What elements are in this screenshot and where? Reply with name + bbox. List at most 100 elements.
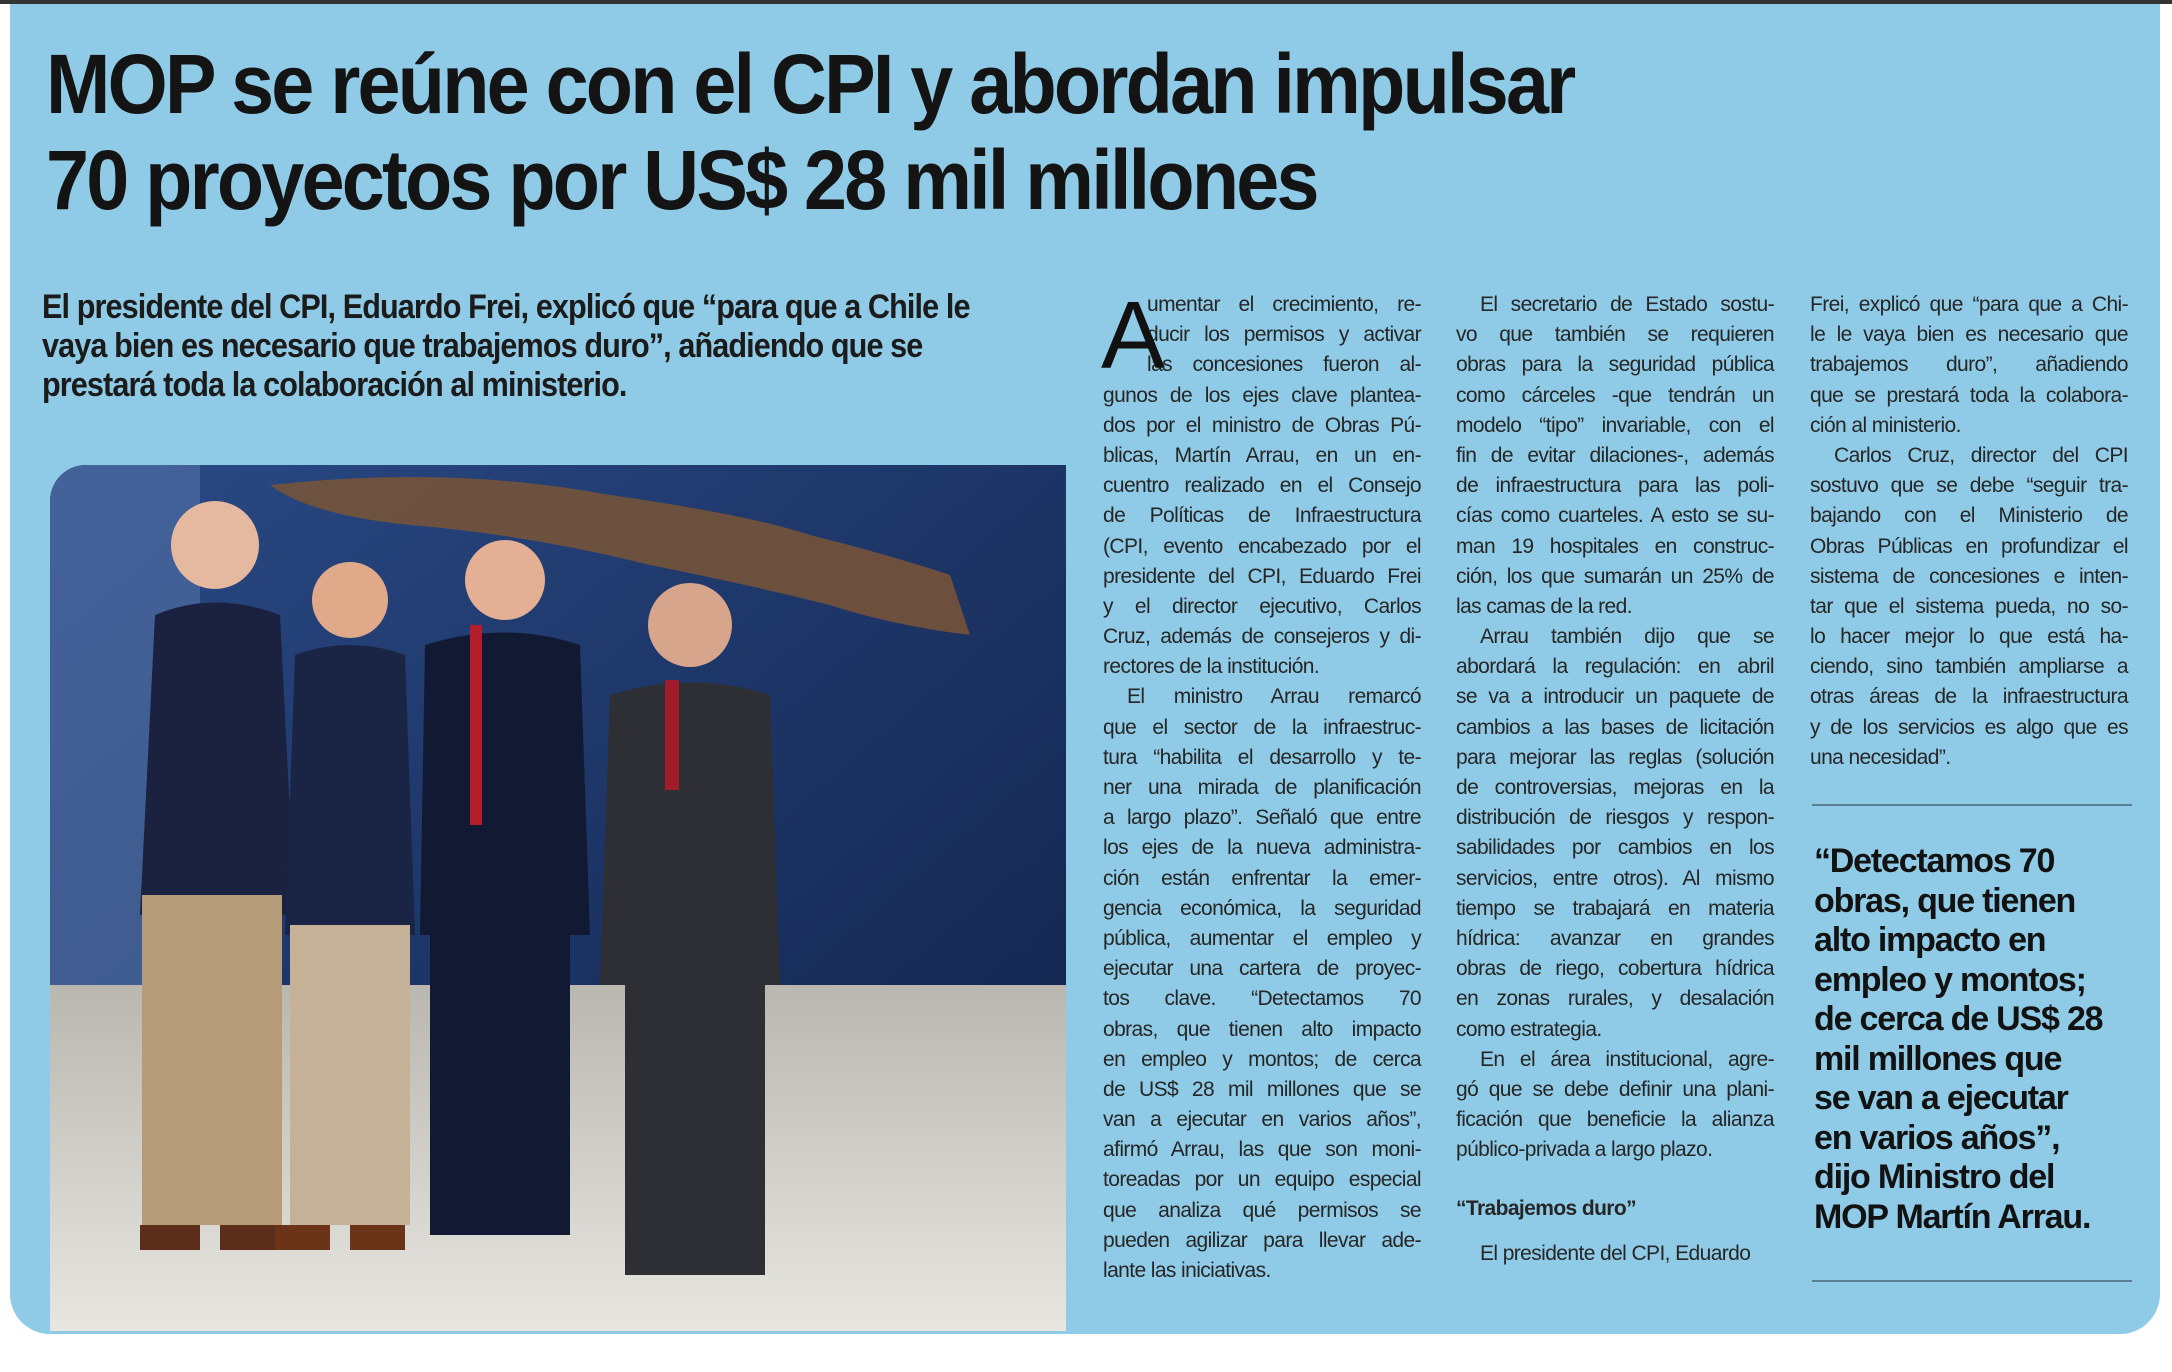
group-photo-illustration bbox=[50, 465, 1066, 1331]
text-line: hídrica: avanzar en grandes bbox=[1456, 926, 1775, 950]
text-line: y el director ejecutivo, Carlos bbox=[1103, 594, 1422, 618]
top-border bbox=[0, 0, 2172, 4]
text-line: distribución de riesgos y respon- bbox=[1456, 806, 1775, 830]
text-line: man 19 hospitales en construc- bbox=[1456, 534, 1775, 558]
text-line: como estrategia. bbox=[1456, 1017, 1602, 1041]
text-line: tura “habilita el desarrollo y te- bbox=[1103, 745, 1422, 769]
text-line: que se prestará toda la colabora- bbox=[1810, 383, 2129, 407]
text-line: de Políticas de Infraestructura bbox=[1103, 504, 1422, 528]
pull-quote-line: se van a ejecutar bbox=[1814, 1079, 2069, 1117]
pull-quote: “Detectamos 70 obras, que tienen alto im… bbox=[1814, 842, 2134, 1237]
headline: MOP se reúne con el CPI y abordan impuls… bbox=[46, 36, 1794, 228]
text-line: las concesiones fueron al- bbox=[1147, 353, 1422, 377]
text-line: obras para la seguridad pública bbox=[1456, 353, 1775, 377]
text-line: blicas, Martín Arrau, en un en- bbox=[1103, 443, 1422, 467]
text-line: que analiza qué permisos se bbox=[1103, 1198, 1422, 1222]
text-line: para mejorar las reglas (solución bbox=[1456, 745, 1775, 769]
pull-quote-line: mil millones que bbox=[1814, 1039, 2062, 1078]
text-line: sistema de concesiones e inten- bbox=[1810, 564, 2129, 588]
pull-quote-line: obras, que tienen bbox=[1814, 881, 2076, 920]
text-line: van a ejecutar en varios años”, bbox=[1103, 1108, 1422, 1132]
text-line: En el área institucional, agre- bbox=[1480, 1047, 1775, 1071]
text-line: a largo plazo”. Señaló que entre bbox=[1103, 806, 1422, 830]
text-line: y de los servicios es algo que es bbox=[1810, 715, 2129, 739]
text-line: obras de riego, cobertura hídrica bbox=[1456, 957, 1775, 981]
subheading: “Trabajemos duro” bbox=[1456, 1197, 1637, 1221]
text-line: se va a introducir un paquete de bbox=[1456, 685, 1775, 709]
person-3 bbox=[420, 540, 590, 1235]
group-photo bbox=[50, 465, 1066, 1331]
person-2 bbox=[275, 562, 415, 1250]
text-line: servicios, entre otros). Al mismo bbox=[1456, 866, 1775, 890]
text-line: le le vaya bien es necesario que bbox=[1810, 323, 2129, 347]
text-line: bajando con el Ministerio de bbox=[1810, 504, 2129, 528]
text-line: presidente del CPI, Eduardo Frei bbox=[1103, 564, 1422, 588]
text-line: El secretario de Estado sostu- bbox=[1480, 293, 1775, 316]
text-line: otras áreas de la infraestructura bbox=[1810, 685, 2129, 709]
text-line: que el sector de la infraestruc- bbox=[1103, 715, 1422, 739]
person-1 bbox=[140, 501, 295, 1250]
text-line: lante las iniciativas. bbox=[1103, 1259, 1271, 1282]
text-line: en zonas rurales, y desalación bbox=[1456, 987, 1775, 1011]
text-line: gencia económica, la seguridad bbox=[1103, 896, 1422, 920]
text-line: sostuvo que se debe “seguir tra- bbox=[1810, 474, 2129, 498]
text-line: ficación que beneficie la alianza bbox=[1456, 1108, 1775, 1132]
text-line: pueden agilizar para llevar ade- bbox=[1103, 1228, 1422, 1252]
text-line: público-privada a largo plazo. bbox=[1456, 1138, 1713, 1162]
text-line: como cárceles -que tendrán un bbox=[1456, 383, 1775, 407]
text-line: de controversias, mejoras en la bbox=[1456, 776, 1775, 799]
text-line: (CPI, evento encabezado por el bbox=[1103, 534, 1422, 558]
text-line: las camas de la red. bbox=[1456, 594, 1633, 618]
text-line: una necesidad”. bbox=[1810, 745, 1951, 769]
pull-quote-line: en varios años”, bbox=[1814, 1118, 2061, 1157]
text-line: de US$ 28 mil millones que se bbox=[1103, 1077, 1422, 1101]
pull-quote-line: de cerca de US$ 28 bbox=[1814, 1000, 2104, 1038]
text-line: Arrau también dijo que se bbox=[1480, 625, 1775, 649]
text-line: ción al ministerio. bbox=[1810, 413, 1961, 437]
pull-quote-line: MOP Martín Arrau. bbox=[1814, 1197, 2091, 1236]
article-column-1: A umentar el crecimiento, re-ducir los p… bbox=[1101, 282, 1422, 1286]
text-line: lo hacer mejor lo que está ha- bbox=[1810, 625, 2129, 649]
text-line: de infraestructura para las poli- bbox=[1456, 474, 1775, 498]
text-line: Cruz, además de consejeros y di- bbox=[1103, 625, 1422, 649]
text-line: afirmó Arrau, las que son moni- bbox=[1103, 1138, 1422, 1162]
text-line: dos por el ministro de Obras Pú- bbox=[1103, 413, 1422, 437]
text-line: umentar el crecimiento, re- bbox=[1147, 293, 1422, 316]
pull-quote-line: alto impacto en bbox=[1814, 921, 2047, 959]
pull-quote-line: “Detectamos 70 bbox=[1814, 842, 2055, 880]
text-line: ejecutar una cartera de proyec- bbox=[1103, 957, 1422, 981]
text-line: Frei, explicó que “para que a Chi- bbox=[1810, 293, 2129, 316]
text-line: modelo “tipo” invariable, con el bbox=[1456, 413, 1775, 437]
text-line: gó que se debe definir una plani- bbox=[1456, 1077, 1775, 1101]
text-line: fin de evitar dilaciones-, además bbox=[1456, 443, 1775, 467]
text-line: ciendo, sino también ampliarse a bbox=[1810, 655, 2129, 679]
text-line: pública, aumentar el empleo y bbox=[1103, 926, 1422, 950]
text-line: ción están enfrentar la emer- bbox=[1103, 866, 1422, 890]
text-line: vo que también se requieren bbox=[1456, 323, 1775, 347]
text-line: cambios a las bases de licitación bbox=[1456, 715, 1775, 739]
text-line: ner una mirada de planificación bbox=[1103, 776, 1422, 799]
text-line: cuentro realizado en el Consejo bbox=[1103, 474, 1422, 498]
text-line: El presidente del CPI, Eduardo bbox=[1480, 1242, 1751, 1266]
divider-rule bbox=[1812, 804, 2132, 806]
text-line: ción, los que sumarán un 25% de bbox=[1456, 564, 1775, 588]
text-line: tos clave. “Detectamos 70 bbox=[1103, 987, 1422, 1011]
text-line: trabajemos duro”, añadiendo bbox=[1810, 353, 2129, 377]
text-line: Obras Públicas en profundizar el bbox=[1810, 534, 2129, 558]
pull-quote-line: dijo Ministro del bbox=[1814, 1158, 2055, 1196]
text-line: obras, que tienen alto impacto bbox=[1103, 1017, 1422, 1041]
text-line: gunos de los ejes clave plantea- bbox=[1103, 383, 1422, 407]
text-line: los ejes de la nueva administra- bbox=[1103, 836, 1422, 860]
headline-line: MOP se reúne con el CPI y abordan impuls… bbox=[46, 37, 1576, 131]
text-line: sabilidades por cambios en los bbox=[1456, 836, 1775, 860]
text-line: en empleo y montos; de cerca bbox=[1103, 1047, 1422, 1071]
text-line: tiempo se trabajará en materia bbox=[1456, 896, 1775, 920]
text-line: ducir los permisos y activar bbox=[1147, 323, 1422, 347]
text-line: abordará la regulación: en abril bbox=[1456, 655, 1775, 679]
text-line: cías como cuarteles. A esto se su- bbox=[1456, 504, 1775, 528]
text-line: Carlos Cruz, director del CPI bbox=[1834, 443, 2129, 467]
text-line: tar que el sistema pueda, no so- bbox=[1810, 594, 2129, 618]
article-column-3: Frei, explicó que “para que a Chi-le le … bbox=[1810, 290, 2129, 773]
drop-cap: A bbox=[1101, 282, 1166, 389]
text-line: rectores de la institución. bbox=[1103, 655, 1320, 679]
